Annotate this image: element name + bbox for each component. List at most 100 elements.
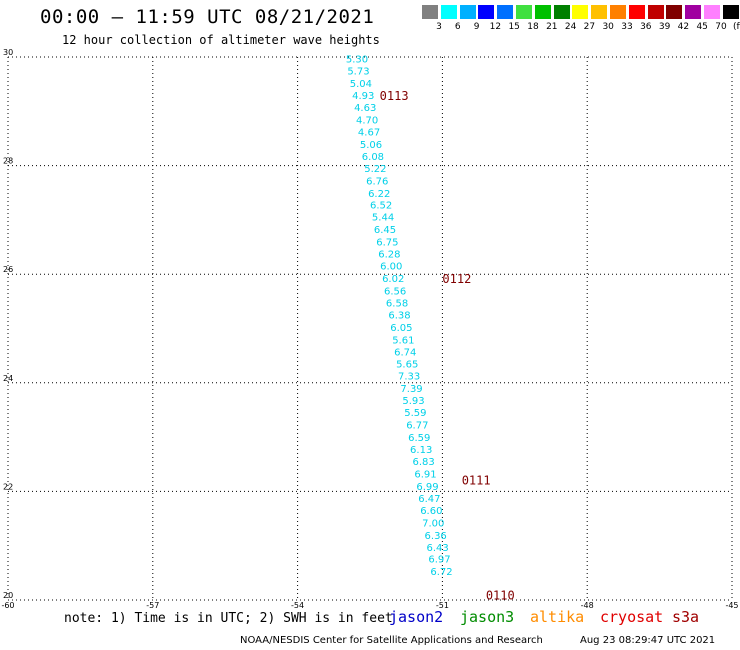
color-scale-label: 45 <box>696 22 708 32</box>
color-swatch <box>591 5 608 19</box>
wave-height-label: 7.33 <box>398 372 420 383</box>
wave-height-label: 7.39 <box>400 384 422 395</box>
timestamp-text: Aug 23 08:29:47 UTC 2021 <box>580 635 716 646</box>
x-tick-label: -57 <box>146 601 159 610</box>
wave-height-label: 5.65 <box>396 359 418 370</box>
wave-height-label: 6.38 <box>388 310 410 321</box>
time-label: 0113 <box>380 89 409 103</box>
wave-height-label: 6.83 <box>412 457 434 468</box>
satellite-label-s3a: s3a <box>672 608 700 626</box>
color-swatch <box>572 5 589 19</box>
color-scale-label: 3 <box>436 22 442 32</box>
y-tick-label: 20 <box>3 591 13 600</box>
wave-height-label: 5.61 <box>392 335 414 346</box>
color-scale-label: 30 <box>602 22 614 32</box>
color-swatch <box>497 5 514 19</box>
y-tick-label: 22 <box>3 482 13 491</box>
wave-height-label: 6.56 <box>384 286 406 297</box>
chart-title: 00:00 – 11:59 UTC 08/21/2021 <box>40 6 375 28</box>
wave-height-label: 7.00 <box>422 518 444 529</box>
wave-height-label: 6.22 <box>368 189 390 200</box>
color-swatch <box>722 5 739 19</box>
color-scale-label: 24 <box>564 22 577 32</box>
wave-height-label: 6.08 <box>362 152 384 163</box>
wave-height-label: 6.47 <box>418 494 440 505</box>
color-scale-label: 15 <box>508 22 520 32</box>
color-scale-label: 42 <box>677 22 690 32</box>
wave-height-label: 6.05 <box>390 323 412 334</box>
wave-height-label: 6.99 <box>416 482 438 493</box>
wave-height-label: 4.67 <box>358 127 380 138</box>
color-swatch <box>628 5 645 19</box>
color-scale-label: 39 <box>658 22 671 32</box>
wave-height-label: 6.75 <box>376 238 398 249</box>
color-swatch <box>647 5 664 19</box>
wave-height-label: 5.44 <box>372 213 394 224</box>
color-swatch <box>459 5 476 19</box>
note-text: note: 1) Time is in UTC; 2) SWH is in fe… <box>64 611 393 626</box>
x-tick-label: -54 <box>291 601 304 610</box>
wave-height-label: 6.02 <box>382 274 404 285</box>
x-tick-label: -60 <box>1 601 14 610</box>
color-swatch <box>553 5 570 19</box>
color-swatch <box>422 5 438 19</box>
color-scale-label: 27 <box>583 22 596 32</box>
time-label: 0112 <box>442 272 471 286</box>
x-tick-label: -51 <box>436 601 449 610</box>
wave-height-label: 6.45 <box>374 225 396 236</box>
satellite-label-jason2: jason2 <box>389 608 444 626</box>
wave-height-label: 5.04 <box>350 79 372 90</box>
wave-height-label: 6.97 <box>428 555 450 566</box>
wave-height-label: 5.22 <box>364 164 386 175</box>
credit-text: NOAA/NESDIS Center for Satellite Applica… <box>240 635 543 646</box>
x-tick-label: -45 <box>725 601 738 610</box>
wave-height-label: 6.58 <box>386 298 408 309</box>
wave-height-label: 5.93 <box>402 396 424 407</box>
wave-height-label: 6.72 <box>430 567 452 578</box>
wave-height-label: 6.43 <box>426 543 448 554</box>
wave-height-label: 6.52 <box>370 201 392 212</box>
chart-subtitle: 12 hour collection of altimeter wave hei… <box>62 33 380 47</box>
satellite-label-altika: altika <box>530 608 585 626</box>
wave-height-label: 4.70 <box>356 115 378 126</box>
wave-height-label: 5.73 <box>347 67 369 78</box>
wave-height-label: 6.36 <box>425 531 447 542</box>
wave-height-label: 5.59 <box>404 408 426 419</box>
wave-height-label: 6.74 <box>394 347 416 358</box>
satellite-label-cryosat: cryosat <box>600 608 664 626</box>
color-swatch <box>704 5 720 19</box>
y-tick-label: 24 <box>3 374 13 383</box>
color-scale-label: 6 <box>454 22 461 32</box>
x-tick-label: -48 <box>581 601 594 610</box>
color-scale-label: 33 <box>621 22 633 32</box>
y-tick-label: 28 <box>3 157 13 166</box>
wave-height-label: 6.60 <box>420 506 442 517</box>
color-scale-label: 9 <box>473 22 480 32</box>
wave-height-label: 6.77 <box>406 421 428 432</box>
color-swatch <box>685 5 702 19</box>
wave-height-label: 6.76 <box>366 176 388 187</box>
y-tick-label: 30 <box>3 48 13 57</box>
wave-height-label: 6.91 <box>414 469 436 480</box>
color-scale-label: 21 <box>546 22 558 32</box>
color-scale-label: 18 <box>527 22 539 32</box>
time-label: 0110 <box>486 589 515 603</box>
color-scale-label: 12 <box>489 22 502 32</box>
wave-height-label: 6.59 <box>408 433 430 444</box>
wave-height-label: 6.00 <box>380 262 402 273</box>
y-tick-label: 26 <box>3 265 13 274</box>
chart-area: -60 -57 -54 -51 -48 -452022242628305.305.735.… <box>1 48 738 610</box>
wave-height-label: 6.28 <box>378 250 400 261</box>
color-swatch <box>516 5 532 19</box>
wave-height-label: 6.13 <box>410 445 432 456</box>
wave-height-label: 5.06 <box>360 140 382 151</box>
color-swatch <box>666 5 683 19</box>
wave-height-label: 5.30 <box>346 55 368 66</box>
color-swatch <box>534 5 551 19</box>
wave-height-label: 4.93 <box>352 91 374 102</box>
wave-height-label: 4.63 <box>354 103 376 114</box>
color-swatch <box>478 5 495 19</box>
satellite-label-jason3: jason3 <box>460 608 515 626</box>
color-scale-label: (ft) <box>733 22 740 32</box>
color-scale-label: 70 <box>715 22 727 32</box>
